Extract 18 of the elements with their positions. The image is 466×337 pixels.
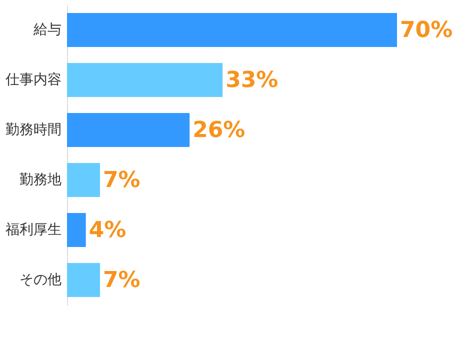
data-label: 70%: [400, 18, 453, 43]
data-label: 26%: [192, 118, 246, 143]
bar: [67, 213, 86, 247]
y-tick-label: 仕事内容: [4, 72, 62, 88]
bar: [67, 113, 190, 147]
data-label: 7%: [103, 268, 140, 293]
bar: [67, 63, 223, 97]
bar: [67, 263, 100, 297]
data-label: 7%: [103, 168, 140, 193]
bar: [67, 163, 100, 197]
y-tick-label: その他: [20, 272, 62, 288]
y-tick-label: 勤務地: [20, 172, 62, 188]
y-tick-label: 勤務時間: [6, 122, 62, 138]
y-tick-label: 福利厚生: [6, 222, 62, 238]
y-tick-label: 給与: [32, 22, 62, 38]
data-label: 33%: [226, 68, 278, 93]
bar: [67, 13, 397, 47]
data-label: 4%: [88, 218, 126, 243]
